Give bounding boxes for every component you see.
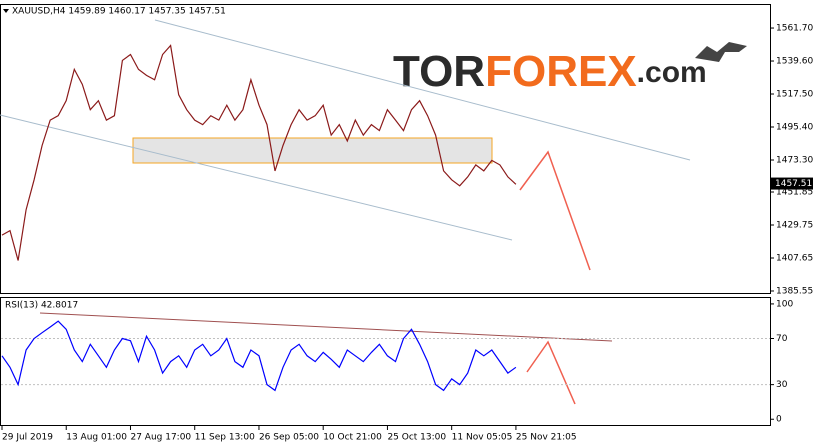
rsi-panel [0,297,771,426]
rsi-title: RSI(13) 42.8017 [5,301,78,311]
y-tick-label: 1451.85 [776,188,813,198]
brand-part: .com [637,56,707,89]
forecast-arrow [519,150,591,271]
x-tick-label: 10 Oct 21:00 [323,433,382,443]
y-tick-label: 1385.55 [776,286,813,296]
y-tick-label: 1429.75 [776,221,813,231]
y-tick-label: 1407.65 [776,253,813,263]
y-tick-label: 1495.40 [776,123,813,133]
y-tick-label: 30 [776,380,788,390]
bull-icon [695,42,747,62]
price-tag [771,177,813,190]
x-tick-label: 29 Jul 2019 [2,433,53,443]
series-line [1,44,517,261]
y-tick-label: 1517.50 [776,90,813,100]
x-tick-label: 11 Nov 05:05 [452,433,513,443]
x-tick-label: 26 Sep 05:00 [259,433,319,443]
x-tick-label: 11 Sep 13:00 [195,433,255,443]
brand-part: TOR [393,47,485,96]
forecast-arrow [526,340,576,405]
rsi-trendline [39,312,613,342]
series-line [1,320,517,392]
channel-line [154,19,691,161]
symbol-marker [3,9,9,13]
y-tick-label: 100 [776,299,793,309]
x-tick-label: 13 Aug 01:00 [66,433,127,443]
resistance-zone [132,137,493,164]
y-tick-label: 1539.60 [776,57,813,67]
x-tick-label: 25 Nov 21:05 [516,433,577,443]
x-tick-label: 27 Aug 17:00 [130,433,191,443]
channel-line [0,114,513,241]
brand-logo: TORFOREX.com [393,47,707,96]
brand-part: FOREX [485,47,637,96]
y-tick-label: 1473.30 [776,155,813,165]
chart-title: XAUUSD,H4 1459.89 1460.17 1457.35 1457.5… [12,7,226,17]
y-tick-label: 1561.70 [776,24,813,34]
y-tick-label: 0 [776,415,782,425]
x-tick-label: 25 Oct 13:00 [387,433,446,443]
y-tick-label: 70 [776,334,788,344]
price-tag-label: 1457.51 [775,179,812,189]
